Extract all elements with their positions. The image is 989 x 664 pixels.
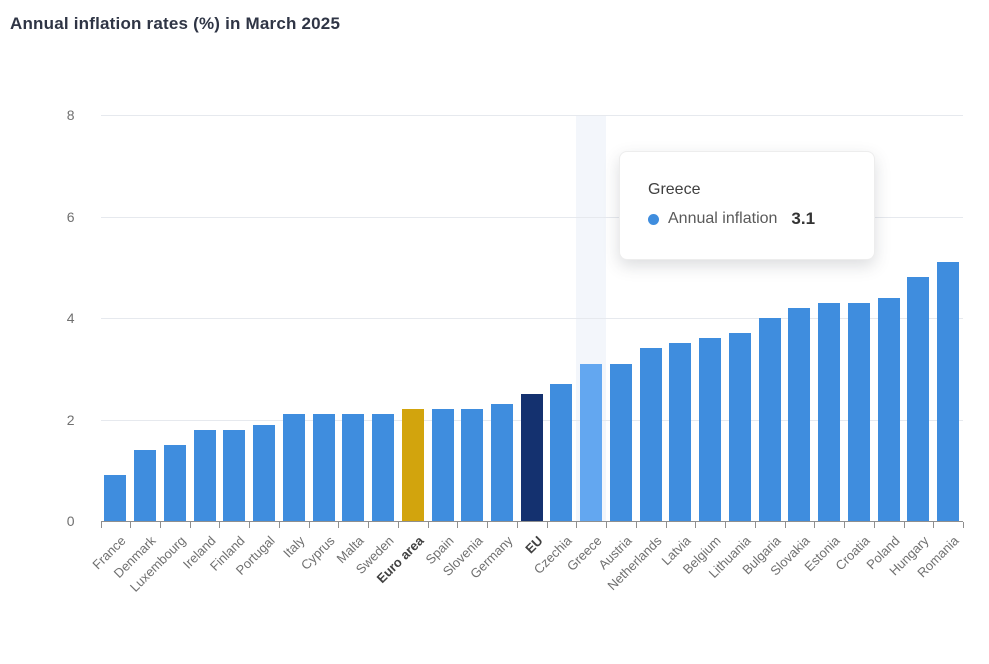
y-axis-label: 0 <box>66 513 75 529</box>
gridline <box>100 115 963 116</box>
x-axis-tick <box>368 522 370 528</box>
series-marker-icon <box>648 213 659 225</box>
bar-romania[interactable] <box>937 262 960 521</box>
x-axis-tick <box>100 522 102 528</box>
x-axis-tick <box>903 522 905 528</box>
chart-title: Annual inflation rates (%) in March 2025 <box>10 14 341 33</box>
bar-latvia[interactable] <box>669 343 692 521</box>
x-axis-tick <box>844 522 846 528</box>
x-axis-tick <box>130 522 132 528</box>
bar-netherlands[interactable] <box>639 348 662 521</box>
x-axis-tick <box>159 522 161 528</box>
x-axis-tick <box>963 522 964 528</box>
bar-estonia[interactable] <box>818 302 841 521</box>
tooltip-series-label: Annual inflation <box>668 210 778 227</box>
bar-croatia[interactable] <box>847 302 870 521</box>
x-axis-tick <box>427 522 429 528</box>
x-axis-tick <box>487 522 489 528</box>
bar-cyprus[interactable] <box>312 414 335 521</box>
x-axis-tick <box>338 522 340 528</box>
bar-italy[interactable] <box>282 414 305 521</box>
bar-bulgaria[interactable] <box>758 318 781 521</box>
bar-czechia[interactable] <box>550 383 573 521</box>
x-axis-tick <box>814 522 816 528</box>
x-axis-tick <box>635 522 637 528</box>
x-axis-tick <box>873 522 875 528</box>
x-axis-tick <box>308 522 310 528</box>
bar-finland[interactable] <box>223 429 246 521</box>
bar-germany[interactable] <box>491 404 513 521</box>
x-axis-tick <box>695 522 697 528</box>
x-axis-tick <box>219 522 221 528</box>
bar-poland[interactable] <box>877 297 900 521</box>
bar-eu[interactable] <box>520 394 543 521</box>
x-axis-tick <box>516 522 518 528</box>
y-axis-label: 8 <box>66 107 75 123</box>
x-axis-tick <box>249 522 251 528</box>
bar-denmark[interactable] <box>134 449 157 521</box>
plot-area: 0 2 4 6 8 France Denmark Luxembourg Ireland Finla… <box>66 107 964 595</box>
x-axis-tick <box>754 522 756 528</box>
x-axis-line <box>100 521 963 522</box>
bar-austria[interactable] <box>609 363 632 521</box>
gridline <box>100 318 963 319</box>
x-axis-tick <box>725 522 727 528</box>
bar-belgium[interactable] <box>699 338 722 521</box>
y-axis-label: 4 <box>66 310 75 326</box>
tooltip-value: 3.1 <box>791 209 816 228</box>
tooltip-country: Greece <box>648 181 701 198</box>
x-axis-tick <box>278 522 280 528</box>
tooltip: Greece Annual inflation 3.1 <box>619 151 875 260</box>
bar-greece[interactable] <box>580 363 603 521</box>
x-axis-tick <box>665 522 667 528</box>
tooltip-series-row: Annual inflation 3.1 <box>648 209 846 229</box>
x-axis-tick <box>397 522 399 528</box>
gridline <box>100 216 963 218</box>
y-axis-label: 6 <box>66 208 75 225</box>
bar-luxembourg[interactable] <box>163 444 186 521</box>
x-axis-tick <box>784 522 786 528</box>
x-axis-tick <box>576 522 578 528</box>
x-axis-tick <box>606 522 608 528</box>
bar-lithuania[interactable] <box>728 333 751 521</box>
bar-portugal[interactable] <box>253 424 276 521</box>
x-axis-tick <box>546 522 548 528</box>
x-axis-tick <box>457 522 459 528</box>
bar-spain[interactable] <box>431 409 454 521</box>
bar-sweden[interactable] <box>372 414 395 521</box>
bar-france[interactable] <box>104 475 127 521</box>
bar-malta[interactable] <box>342 414 365 521</box>
bar-slovenia[interactable] <box>461 409 484 521</box>
y-axis-label: 2 <box>66 411 75 428</box>
bar-ireland[interactable] <box>193 429 216 521</box>
bar-slovakia[interactable] <box>788 307 811 521</box>
x-axis-tick <box>933 522 935 528</box>
bar-hungary[interactable] <box>907 277 930 521</box>
bar-euro-area[interactable] <box>401 409 424 521</box>
x-axis-tick <box>189 522 191 528</box>
